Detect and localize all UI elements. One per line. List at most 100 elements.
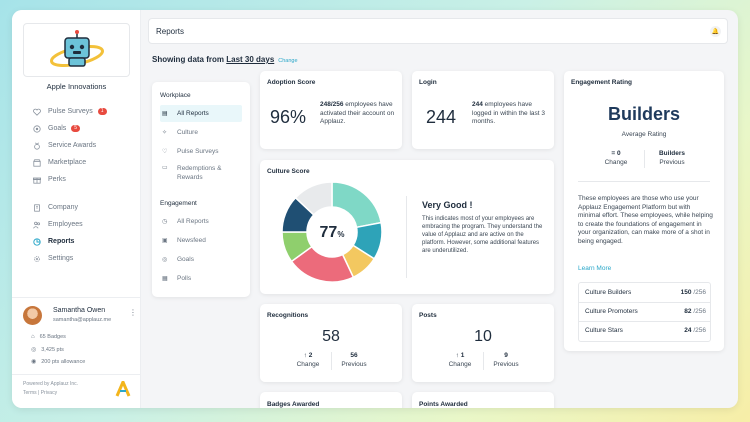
recognitions-card: Recognitions 58 ↑ 2 Change 56 Previous bbox=[260, 304, 402, 382]
gift-icon bbox=[32, 175, 41, 184]
sidebar-nav: Pulse Surveys 1 Goals 5 Service Awards M… bbox=[32, 103, 107, 267]
sidebar-item-service-awards[interactable]: Service Awards bbox=[32, 137, 107, 154]
sidebar-item-label: Employees bbox=[48, 221, 83, 228]
coin-icon: ◎ bbox=[31, 347, 37, 353]
sidebar-item-label: Marketplace bbox=[48, 159, 87, 166]
points-awarded-card: Points Awarded bbox=[412, 392, 554, 408]
card-title: Posts bbox=[419, 312, 437, 319]
adoption-score-value: 96% bbox=[270, 107, 307, 127]
powered-by-text: Powered by Applauz Inc. bbox=[23, 381, 79, 387]
sidebar-item-label: Perks bbox=[48, 176, 66, 183]
engagement-rating-card: Engagement Rating Builders Average Ratin… bbox=[564, 71, 724, 351]
learn-more-link[interactable]: Learn More bbox=[578, 265, 612, 272]
reports-submenu: Workplace ▤ All Reports ✧ Culture ♡ Puls… bbox=[152, 82, 250, 297]
footer-links[interactable]: Terms | Privacy bbox=[23, 390, 58, 396]
medal-icon bbox=[32, 141, 41, 150]
login-card: Login 244 244 employees have logged in w… bbox=[412, 71, 554, 149]
engagement-heading: Engagement bbox=[160, 200, 197, 207]
submenu-item-redemptions[interactable]: ▭ Redemptions & Rewards bbox=[162, 165, 222, 181]
report-icon: ▤ bbox=[162, 111, 168, 117]
poll-icon: ▦ bbox=[162, 276, 168, 282]
people-icon bbox=[32, 220, 41, 229]
heart-icon bbox=[32, 107, 41, 116]
submenu-item-goals[interactable]: ◎ Goals bbox=[162, 256, 194, 263]
sidebar-item-label: Pulse Surveys bbox=[48, 108, 93, 115]
culture-icon: ✧ bbox=[162, 130, 168, 136]
sidebar-item-label: Company bbox=[48, 204, 78, 211]
date-range: Last 30 days bbox=[226, 55, 275, 64]
submenu-item-culture[interactable]: ✧ Culture bbox=[162, 129, 198, 136]
adoption-description: 248/256 employees have activated their a… bbox=[320, 101, 395, 125]
change-date-link[interactable]: Change bbox=[278, 58, 298, 64]
notification-badge: 5 bbox=[71, 125, 81, 132]
profile-badges: ⌂ 65 Badges bbox=[31, 334, 66, 340]
submenu-item-polls[interactable]: ▦ Polls bbox=[162, 275, 192, 282]
donut-segment-6 bbox=[294, 181, 333, 216]
page-title: Reports bbox=[156, 27, 185, 36]
more-options-icon[interactable]: ⋮ bbox=[129, 308, 137, 317]
card-title: Badges Awarded bbox=[267, 401, 320, 408]
org-logo bbox=[23, 23, 130, 77]
login-description: 244 employees have logged in within the … bbox=[472, 101, 545, 125]
culture-score-value: 77% bbox=[319, 224, 345, 241]
profile-allowance: ◉ 200 pts allowance bbox=[31, 358, 86, 366]
avatar[interactable] bbox=[23, 306, 42, 325]
card-title: Login bbox=[419, 79, 437, 86]
sidebar-item-employees[interactable]: Employees bbox=[32, 216, 107, 233]
shop-icon bbox=[32, 158, 41, 167]
profile-email: samantha@applauz.me bbox=[53, 317, 112, 323]
sidebar-item-marketplace[interactable]: Marketplace bbox=[32, 154, 107, 171]
sidebar-item-label: Reports bbox=[48, 238, 75, 245]
card-title: Culture Score bbox=[267, 168, 310, 175]
newsfeed-icon: ▣ bbox=[162, 238, 168, 244]
org-name: Apple Innovations bbox=[46, 82, 107, 91]
top-header: Reports 🔔 bbox=[148, 18, 728, 44]
login-value: 244 bbox=[426, 107, 457, 127]
recognitions-value: 58 bbox=[322, 328, 340, 345]
donut-segment-0 bbox=[331, 181, 382, 229]
target-icon: ◎ bbox=[162, 257, 168, 263]
culture-rating: Very Good ! bbox=[422, 200, 473, 210]
posts-value: 10 bbox=[474, 328, 492, 345]
engagement-rating-value: Builders bbox=[607, 104, 681, 124]
profile-name: Samantha Owen bbox=[53, 307, 106, 314]
sidebar-item-company[interactable]: Company bbox=[32, 199, 107, 216]
sidebar-item-settings[interactable]: Settings bbox=[32, 250, 107, 267]
card-title: Recognitions bbox=[267, 312, 309, 319]
sidebar-item-goals[interactable]: Goals 5 bbox=[32, 120, 107, 137]
table-row: Culture Promoters 82 /256 bbox=[585, 308, 706, 315]
badges-awarded-card: Badges Awarded bbox=[260, 392, 402, 408]
gear-icon bbox=[32, 254, 41, 263]
allowance-icon: ◉ bbox=[31, 359, 37, 365]
culture-donut-chart bbox=[281, 181, 383, 283]
card-title: Adoption Score bbox=[267, 79, 316, 86]
culture-score-card: Culture Score 77% Very Good ! This indic… bbox=[260, 160, 554, 294]
engagement-previous: Builders Previous bbox=[658, 150, 685, 166]
robot-logo-icon bbox=[49, 30, 104, 68]
table-row: Culture Builders 150 /256 bbox=[585, 289, 706, 296]
bell-icon[interactable]: 🔔 bbox=[710, 26, 721, 37]
app-window: Apple Innovations Pulse Surveys 1 Goals … bbox=[12, 10, 738, 408]
building-icon bbox=[32, 203, 41, 212]
card-title: Points Awarded bbox=[419, 401, 468, 408]
engagement-change: = 0 Change bbox=[604, 150, 628, 166]
culture-description: This indicates most of your employees ar… bbox=[422, 216, 543, 254]
sidebar-item-pulse-surveys[interactable]: Pulse Surveys 1 bbox=[32, 103, 107, 120]
sidebar: Apple Innovations Pulse Surveys 1 Goals … bbox=[12, 10, 141, 408]
submenu-item-engagement-all-reports[interactable]: ◷ All Reports bbox=[162, 218, 209, 225]
date-filter: Showing data from Last 30 days Change bbox=[152, 55, 298, 64]
target-icon bbox=[32, 124, 41, 133]
gift-icon: ▭ bbox=[162, 165, 168, 171]
submenu-item-pulse-surveys[interactable]: ♡ Pulse Surveys bbox=[162, 148, 219, 155]
applauz-logo-icon bbox=[115, 381, 131, 397]
submenu-item-newsfeed[interactable]: ▣ Newsfeed bbox=[162, 237, 206, 244]
sidebar-item-label: Settings bbox=[48, 255, 74, 262]
sidebar-item-reports[interactable]: Reports bbox=[32, 233, 107, 250]
card-title: Engagement Rating bbox=[571, 79, 633, 86]
average-rating-label: Average Rating bbox=[621, 131, 667, 138]
sidebar-item-perks[interactable]: Perks bbox=[32, 171, 107, 188]
workplace-heading: Workplace bbox=[160, 92, 191, 99]
adoption-score-card: Adoption Score 96% 248/256 employees hav… bbox=[260, 71, 402, 149]
badge-icon: ⌂ bbox=[31, 334, 35, 340]
submenu-item-all-reports[interactable]: ▤ All Reports bbox=[160, 105, 242, 122]
